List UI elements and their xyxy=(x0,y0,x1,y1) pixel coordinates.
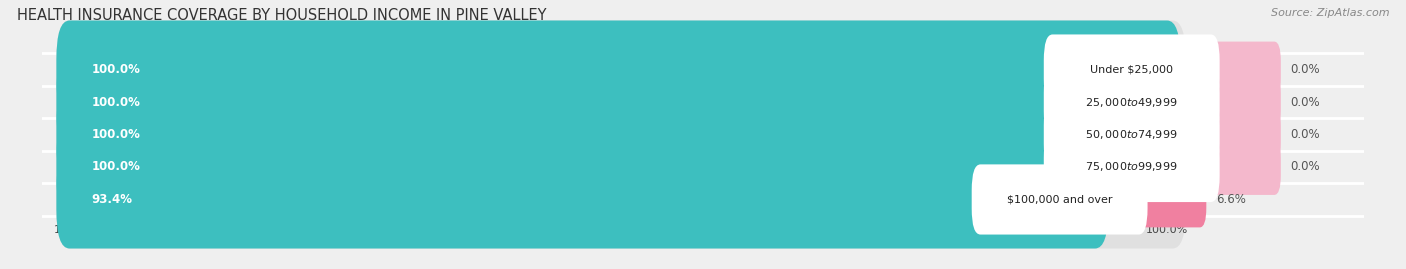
FancyBboxPatch shape xyxy=(1043,67,1219,137)
FancyBboxPatch shape xyxy=(56,150,1108,249)
FancyBboxPatch shape xyxy=(56,150,1185,249)
Text: $50,000 to $74,999: $50,000 to $74,999 xyxy=(1085,128,1178,141)
FancyBboxPatch shape xyxy=(56,20,1185,119)
FancyBboxPatch shape xyxy=(1043,100,1219,169)
Text: Source: ZipAtlas.com: Source: ZipAtlas.com xyxy=(1271,8,1389,18)
FancyBboxPatch shape xyxy=(1043,132,1219,202)
FancyBboxPatch shape xyxy=(1208,74,1281,130)
FancyBboxPatch shape xyxy=(56,53,1180,151)
Text: 100.0%: 100.0% xyxy=(91,128,141,141)
FancyBboxPatch shape xyxy=(56,86,1180,183)
FancyBboxPatch shape xyxy=(56,86,1185,183)
FancyBboxPatch shape xyxy=(1208,42,1281,97)
Text: 0.0%: 0.0% xyxy=(1291,161,1320,174)
Text: 93.4%: 93.4% xyxy=(91,193,132,206)
FancyBboxPatch shape xyxy=(972,164,1147,235)
FancyBboxPatch shape xyxy=(1043,34,1219,105)
Text: HEALTH INSURANCE COVERAGE BY HOUSEHOLD INCOME IN PINE VALLEY: HEALTH INSURANCE COVERAGE BY HOUSEHOLD I… xyxy=(17,8,547,23)
Text: 0.0%: 0.0% xyxy=(1291,95,1320,108)
Text: $25,000 to $49,999: $25,000 to $49,999 xyxy=(1085,95,1178,108)
FancyBboxPatch shape xyxy=(56,118,1180,216)
FancyBboxPatch shape xyxy=(1136,172,1206,227)
Text: 100.0%: 100.0% xyxy=(91,63,141,76)
Text: 0.0%: 0.0% xyxy=(1291,128,1320,141)
FancyBboxPatch shape xyxy=(56,20,1180,119)
FancyBboxPatch shape xyxy=(56,53,1185,151)
Text: 100.0%: 100.0% xyxy=(91,95,141,108)
FancyBboxPatch shape xyxy=(56,118,1185,216)
Text: 0.0%: 0.0% xyxy=(1291,63,1320,76)
Text: 6.6%: 6.6% xyxy=(1216,193,1246,206)
Text: $100,000 and over: $100,000 and over xyxy=(1007,194,1112,204)
Text: 100.0%: 100.0% xyxy=(91,161,141,174)
FancyBboxPatch shape xyxy=(1208,107,1281,162)
Text: $75,000 to $99,999: $75,000 to $99,999 xyxy=(1085,161,1178,174)
FancyBboxPatch shape xyxy=(1208,139,1281,195)
Text: Under $25,000: Under $25,000 xyxy=(1090,65,1173,75)
